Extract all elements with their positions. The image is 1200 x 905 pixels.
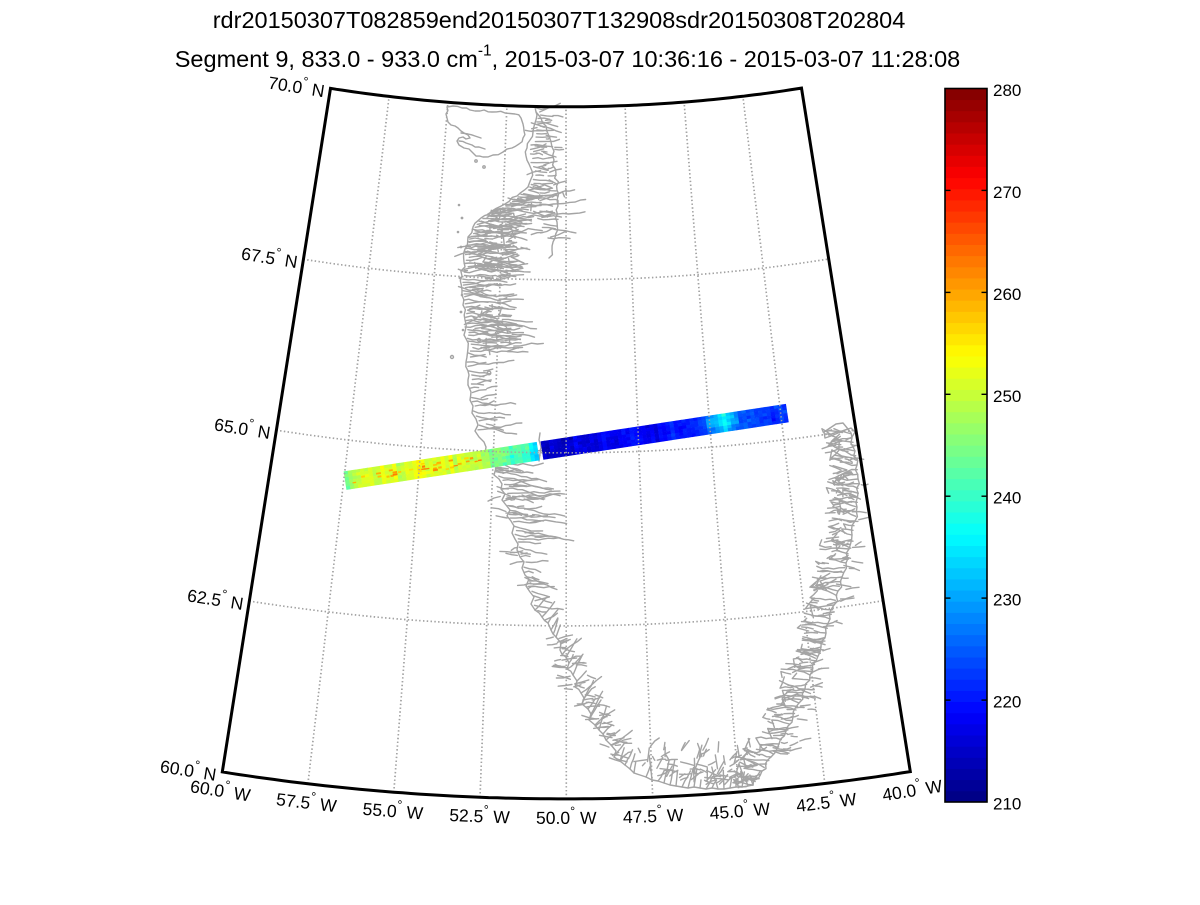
svg-text:57.5° W: 57.5° W — [275, 786, 338, 816]
svg-text:50.0° W: 50.0° W — [536, 804, 597, 828]
svg-text:260: 260 — [993, 285, 1021, 304]
svg-text:270: 270 — [993, 183, 1021, 202]
svg-text:230: 230 — [993, 591, 1021, 610]
svg-text:42.5° W: 42.5° W — [795, 785, 858, 816]
svg-text:220: 220 — [993, 693, 1021, 712]
svg-text:65.0° N: 65.0° N — [213, 411, 273, 443]
svg-text:47.5° W: 47.5° W — [622, 801, 684, 827]
svg-text:rdr20150307T082859end20150307T: rdr20150307T082859end20150307T132908sdr2… — [213, 7, 906, 33]
svg-text:250: 250 — [993, 387, 1021, 406]
svg-text:240: 240 — [993, 489, 1021, 508]
svg-text:210: 210 — [993, 795, 1021, 814]
svg-text:40.0° W: 40.0° W — [880, 772, 944, 805]
svg-text:45.0° W: 45.0° W — [709, 795, 772, 823]
svg-text:55.0° W: 55.0° W — [362, 795, 425, 823]
svg-text:Segment 9, 833.0 - 933.0 cm-1,: Segment 9, 833.0 - 933.0 cm-1, 2015-03-0… — [175, 43, 961, 73]
svg-text:280: 280 — [993, 81, 1021, 100]
svg-text:52.5° W: 52.5° W — [449, 802, 511, 828]
